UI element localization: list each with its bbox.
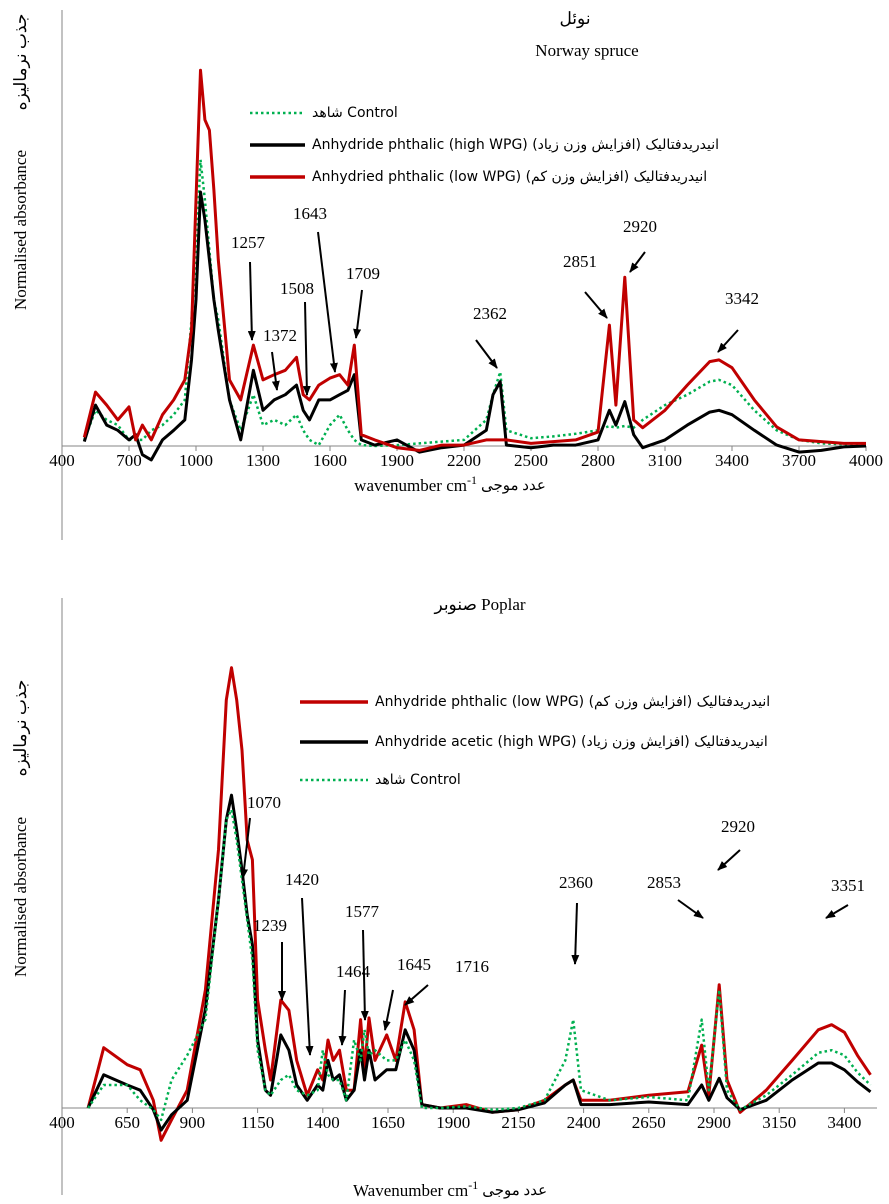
x-tick-label: 2800 [581, 451, 615, 470]
x-tick-label: 2150 [501, 1113, 535, 1132]
peak-label: 2362 [473, 304, 507, 323]
x-tick-label: 3400 [715, 451, 749, 470]
x-axis-label-sup: -1 [467, 473, 477, 487]
x-tick-label: 400 [49, 451, 75, 470]
peak-label: 1716 [455, 957, 489, 976]
x-tick-label: 1900 [436, 1113, 470, 1132]
peak-label: 3351 [831, 876, 865, 895]
peak-arrow [240, 817, 251, 879]
x-tick-label: 1000 [179, 451, 213, 470]
peak-arrow [301, 897, 314, 1056]
x-tick-label: 2650 [632, 1113, 666, 1132]
x-tick-label: 650 [114, 1113, 140, 1132]
peak-label: 1577 [345, 902, 380, 921]
peak-arrow [475, 339, 498, 369]
peak-arrow [271, 351, 280, 391]
peak-arrow [317, 231, 338, 373]
x-tick-label: 1900 [380, 451, 414, 470]
peak-arrow [382, 989, 394, 1031]
peak-arrow [629, 251, 646, 273]
x-axis-label: Wavenumber cm-1 عدد موجی [353, 1178, 547, 1200]
x-tick-label: 900 [180, 1113, 206, 1132]
peak-label: 3342 [725, 289, 759, 308]
x-tick-label: 2200 [447, 451, 481, 470]
x-tick-label: 2400 [567, 1113, 601, 1132]
x-tick-label: 3150 [762, 1113, 796, 1132]
peak-label: 1464 [336, 962, 371, 981]
x-tick-label: 2500 [514, 451, 548, 470]
peak-label: 2853 [647, 873, 681, 892]
peak-arrow [825, 904, 849, 919]
spectrum-line [86, 793, 872, 1132]
legend-label: Anhydride phthalic (low WPG) (افزایش وزن… [375, 694, 770, 710]
peak-label: 2920 [721, 817, 755, 836]
legend-label: Anhydride acetic (high WPG) (افزایش وزن … [375, 734, 768, 750]
peak-arrow [717, 849, 741, 871]
x-tick-label: 3400 [827, 1113, 861, 1132]
spectrum-line [82, 190, 867, 462]
x-tick-label: 700 [116, 451, 142, 470]
x-axis-label-fa: عدد موجی [482, 1183, 547, 1199]
chart-title: Norway spruce [535, 41, 638, 60]
x-tick-label: 1600 [313, 451, 347, 470]
y-axis-label: Normalised absorbance [11, 150, 30, 310]
legend-label: شاهد Control [375, 772, 461, 788]
x-tick-label: 2900 [697, 1113, 731, 1132]
peak-arrow [717, 329, 739, 353]
y-axis-label-fa: جذب نرماليزه [11, 680, 31, 777]
x-tick-label: 1400 [306, 1113, 340, 1132]
peak-label: 1372 [263, 326, 297, 345]
peak-label: 1709 [346, 264, 380, 283]
spectrum-line [83, 158, 867, 448]
peak-label: 2920 [623, 217, 657, 236]
peak-arrow [571, 902, 580, 965]
x-axis-label-fa: عدد موجی [481, 478, 546, 494]
spectrum-line [87, 808, 872, 1122]
peak-arrow [338, 989, 347, 1046]
x-tick-label: 400 [49, 1113, 75, 1132]
peak-arrow [247, 261, 256, 341]
x-tick-label: 3100 [648, 451, 682, 470]
x-axis-label-sup: -1 [468, 1178, 478, 1192]
peak-arrow [302, 301, 311, 396]
peak-arrow [360, 929, 369, 1021]
peak-label: 1508 [280, 279, 314, 298]
legend-label: Anhydride phthalic (high WPG) (افزایش وز… [312, 137, 719, 153]
legend-label: شاهد Control [312, 105, 398, 121]
spectrum-line [82, 68, 866, 452]
x-tick-label: 1300 [246, 451, 280, 470]
peak-arrow [404, 984, 429, 1006]
peak-arrow [353, 289, 363, 339]
peak-label: 1257 [231, 233, 266, 252]
peak-label: 1420 [285, 870, 319, 889]
x-axis-label-text: wavenumber cm [354, 476, 467, 495]
peak-label: 1239 [253, 916, 287, 935]
y-axis-label-fa: جذب نرماليزه [11, 14, 31, 111]
peak-arrow [584, 291, 608, 319]
x-tick-label: 1150 [241, 1113, 274, 1132]
y-axis-label: Normalised absorbance [11, 817, 30, 977]
x-tick-label: 4000 [849, 451, 883, 470]
x-axis-label-text: Wavenumber cm [353, 1181, 468, 1200]
legend-label: Anhydried phthalic (low WPG) (افزایش وزن… [312, 169, 707, 185]
x-axis-label: wavenumber cm-1 عدد موجی [354, 473, 546, 495]
peak-label: 2360 [559, 873, 593, 892]
x-tick-label: 1650 [371, 1113, 405, 1132]
chart-title: صنوبر Poplar [433, 595, 525, 615]
peak-label: 1645 [397, 955, 431, 974]
x-tick-label: 3700 [782, 451, 816, 470]
chart-title: نوئل [559, 9, 590, 29]
peak-label: 2851 [563, 252, 597, 271]
peak-label: 1070 [247, 793, 281, 812]
peak-label: 1643 [293, 204, 327, 223]
peak-arrow [677, 899, 704, 919]
